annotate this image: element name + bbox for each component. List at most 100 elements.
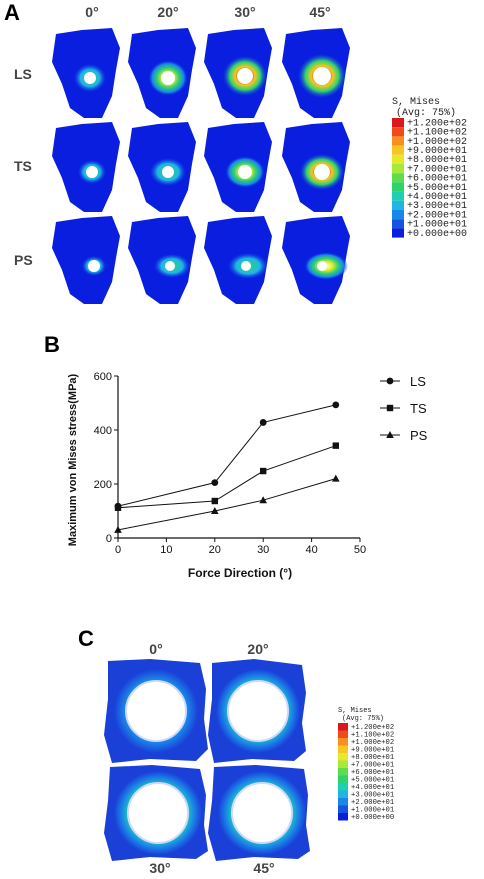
legend-a-value-4: +8.000e+01 <box>407 155 467 166</box>
chart-x-tick-label-5: 50 <box>354 544 366 556</box>
legend-label-ts: TS <box>410 401 427 416</box>
legend-a-value-6: +6.000e+01 <box>407 174 467 185</box>
legend-a-swatch-7 <box>392 182 404 192</box>
legend-c-title: S, Mises <box>338 707 372 715</box>
legend-label-ps: PS <box>410 428 428 443</box>
angle-label-30: 30° <box>234 4 255 20</box>
legend-c-swatch-2 <box>338 738 348 746</box>
panel-c-letter: C <box>78 626 94 651</box>
panel-a-figure: 0° 20° 30° 45° LS TS PS <box>14 4 467 304</box>
legend-a-value-8: +4.000e+01 <box>407 192 467 203</box>
legend-a-value-3: +9.000e+01 <box>407 146 467 157</box>
legend-marker-ps <box>386 431 394 438</box>
legend-a-swatch-1 <box>392 127 404 137</box>
legend-a-swatch-2 <box>392 136 404 146</box>
contour-ps-0 <box>52 216 120 304</box>
legend-c-value-12: +0.000e+00 <box>351 814 394 822</box>
contour-ls-0 <box>52 28 120 118</box>
series-line-ps <box>117 478 336 531</box>
point-ls-1 <box>211 479 219 487</box>
legend-c-swatch-9 <box>338 790 348 798</box>
legend-a-swatch-5 <box>392 164 404 174</box>
legend-c-value-11: +1.000e+01 <box>351 807 394 815</box>
point-ls-3 <box>332 401 340 409</box>
legend-a-swatch-10 <box>392 210 404 220</box>
angle-label-20: 20° <box>157 4 178 20</box>
contour-ps-30 <box>204 216 272 304</box>
angle-label-0: 0° <box>85 4 98 20</box>
legend-c-value-7: +5.000e+01 <box>351 777 394 785</box>
legend-a-value-12: +0.000e+00 <box>407 229 467 240</box>
legend-c-value-0: +1.200e+02 <box>351 724 394 732</box>
chart-x-tick-label-2: 20 <box>209 544 221 556</box>
plate-c-45 <box>208 765 310 861</box>
series-line-ls <box>117 404 336 507</box>
plate-c-0 <box>104 659 208 763</box>
legend-label-ls: LS <box>410 374 426 389</box>
chart-x-tick-label-4: 40 <box>305 544 317 556</box>
contour-ls-30 <box>204 28 272 118</box>
contour-ts-0 <box>52 122 120 212</box>
legend-a-swatch-9 <box>392 200 404 210</box>
legend-c-swatch-10 <box>338 798 348 806</box>
panel-c-angle-20: 20° <box>247 641 268 657</box>
legend-a-value-9: +3.000e+01 <box>407 201 467 212</box>
row-label-ls: LS <box>14 66 32 82</box>
legend-c: S, Mises (Avg: 75%) +1.200e+02+1.100e+02… <box>338 707 394 822</box>
point-ts-2 <box>260 467 267 475</box>
row-label-ps: PS <box>14 252 33 268</box>
chart-b: Maximum von Mises stress(MPa) Force Dire… <box>67 371 428 580</box>
contour-ts-30 <box>204 122 272 212</box>
legend-c-value-5: +7.000e+01 <box>351 762 394 770</box>
point-ps-2 <box>259 496 267 504</box>
legend-a: S, Mises (Avg: 75%) +1.200e+02+1.100e+02… <box>392 96 467 240</box>
legend-c-swatch-8 <box>338 783 348 791</box>
chart-x-tick-label-0: 0 <box>115 544 121 556</box>
legend-c-swatch-6 <box>338 768 348 776</box>
chart-x-label: Force Direction (°) <box>188 566 292 580</box>
series-line-ts <box>117 445 336 509</box>
panel-c-angle-0: 0° <box>149 641 162 657</box>
panel-c-angle-45: 45° <box>253 860 274 876</box>
point-ps-1 <box>211 507 219 514</box>
point-ps-3 <box>332 474 340 482</box>
legend-c-swatch-3 <box>338 745 348 753</box>
chart-y-tick-label-3: 600 <box>94 371 112 383</box>
legend-a-value-10: +2.000e+01 <box>407 210 467 221</box>
legend-c-swatch-4 <box>338 753 348 761</box>
legend-c-value-6: +6.000e+01 <box>351 769 394 777</box>
contour-ls-20 <box>128 28 196 118</box>
legend-a-title: S, Mises <box>392 96 440 108</box>
legend-c-swatch-12 <box>338 813 348 821</box>
chart-y-tick-label-1: 200 <box>94 479 112 491</box>
plate-c-20 <box>208 659 306 763</box>
chart-x-tick-label-3: 30 <box>257 544 269 556</box>
legend-c-swatch-0 <box>338 723 348 731</box>
point-ts-1 <box>211 497 218 505</box>
legend-c-value-4: +8.000e+01 <box>351 754 394 762</box>
legend-a-value-11: +1.000e+01 <box>407 220 467 231</box>
legend-c-swatch-5 <box>338 760 348 768</box>
legend-c-value-9: +3.000e+01 <box>351 792 394 800</box>
point-ps-0 <box>114 525 122 533</box>
legend-a-swatch-6 <box>392 173 404 183</box>
point-ls-2 <box>259 419 267 426</box>
row-label-ts: TS <box>14 158 32 174</box>
legend-c-subtitle: (Avg: 75%) <box>342 715 384 723</box>
legend-a-swatch-0 <box>392 118 404 128</box>
legend-a-swatch-8 <box>392 191 404 201</box>
legend-c-value-10: +2.000e+01 <box>351 799 394 807</box>
legend-c-value-1: +1.100e+02 <box>351 732 394 740</box>
chart-y-label: Maximum von Mises stress(MPa) <box>67 373 79 546</box>
contour-ps-20 <box>128 216 196 304</box>
legend-a-value-7: +5.000e+01 <box>407 183 467 194</box>
legend-a-swatch-3 <box>392 145 404 155</box>
legend-marker-ts <box>386 404 394 412</box>
contour-ts-20 <box>128 122 196 212</box>
contour-ps-45 <box>282 216 350 304</box>
contour-ts-45 <box>282 122 350 212</box>
panel-b-letter: B <box>44 332 60 357</box>
chart-y-tick-label-0: 0 <box>106 533 112 545</box>
chart-x-tick-label-1: 10 <box>160 544 172 556</box>
panel-c-angle-30: 30° <box>149 860 170 876</box>
